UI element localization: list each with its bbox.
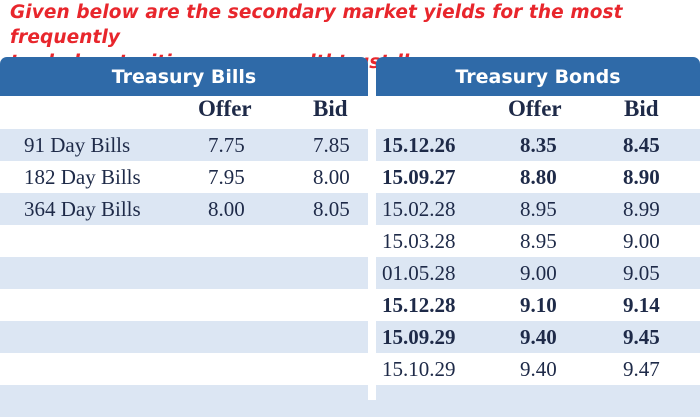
- bond-offer-cell: 9.00: [520, 261, 557, 285]
- table-row: 364 Day Bills 8.00 8.05 15.02.28 8.95 8.99: [0, 193, 700, 225]
- column-gap-divider: [368, 129, 376, 400]
- bond-bid-cell: 8.90: [623, 165, 660, 189]
- bond-bid-cell: 9.45: [623, 325, 660, 349]
- bond-bid-cell: 8.45: [623, 133, 660, 157]
- table-row: 15.10.29 9.40 9.47: [0, 353, 700, 385]
- bill-bid-cell: 7.85: [313, 133, 350, 157]
- bond-maturity-cell: 15.09.27: [382, 165, 456, 189]
- bill-offer-cell: 7.95: [208, 165, 245, 189]
- bond-offer-cell: 9.40: [520, 325, 557, 349]
- bond-maturity-cell: 15.02.28: [382, 197, 456, 221]
- bond-offer-cell: 9.10: [520, 293, 557, 317]
- bill-offer-cell: 7.75: [208, 133, 245, 157]
- bond-offer-cell: 8.80: [520, 165, 557, 189]
- caption-line-1: Given below are the secondary market yie…: [10, 2, 623, 48]
- bill-offer-cell: 8.00: [208, 197, 245, 221]
- bond-maturity-cell: 15.09.29: [382, 325, 456, 349]
- treasury-bills-header: Treasury Bills: [0, 57, 368, 96]
- bond-bid-cell: 9.05: [623, 261, 660, 285]
- bond-bid-cell: 9.14: [623, 293, 660, 317]
- table-row: 15.03.28 8.95 9.00: [0, 225, 700, 257]
- bill-tenor-cell: 91 Day Bills: [24, 133, 131, 157]
- bills-bid-column-header: Bid: [313, 96, 348, 121]
- bond-maturity-cell: 15.03.28: [382, 229, 456, 253]
- table-row: 91 Day Bills 7.75 7.85 15.12.26 8.35 8.45: [0, 129, 700, 161]
- bond-maturity-cell: 15.12.26: [382, 133, 456, 157]
- bond-maturity-cell: 15.10.29: [382, 357, 456, 381]
- bonds-bid-column-header: Bid: [624, 96, 659, 121]
- bonds-offer-column-header: Offer: [508, 96, 562, 121]
- bond-offer-cell: 9.40: [520, 357, 557, 381]
- bill-tenor-cell: 182 Day Bills: [24, 165, 141, 189]
- bond-maturity-cell: 01.05.28: [382, 261, 456, 285]
- bond-offer-cell: 8.95: [520, 229, 557, 253]
- bill-bid-cell: 8.05: [313, 197, 350, 221]
- bond-bid-cell: 8.99: [623, 197, 660, 221]
- bills-offer-column-header: Offer: [198, 96, 252, 121]
- table-row: 15.09.29 9.40 9.45: [0, 321, 700, 353]
- bill-bid-cell: 8.00: [313, 165, 350, 189]
- bond-bid-cell: 9.47: [623, 357, 660, 381]
- bond-offer-cell: 8.95: [520, 197, 557, 221]
- table-row: 15.12.28 9.10 9.14: [0, 289, 700, 321]
- table-row: 01.05.28 9.00 9.05: [0, 257, 700, 289]
- bond-maturity-cell: 15.12.28: [382, 293, 456, 317]
- bond-offer-cell: 8.35: [520, 133, 557, 157]
- bond-bid-cell: 9.00: [623, 229, 660, 253]
- table-row-partial: [0, 385, 700, 417]
- treasury-bonds-header: Treasury Bonds: [376, 57, 700, 96]
- table-row: 182 Day Bills 7.95 8.00 15.09.27 8.80 8.90: [0, 161, 700, 193]
- bill-tenor-cell: 364 Day Bills: [24, 197, 141, 221]
